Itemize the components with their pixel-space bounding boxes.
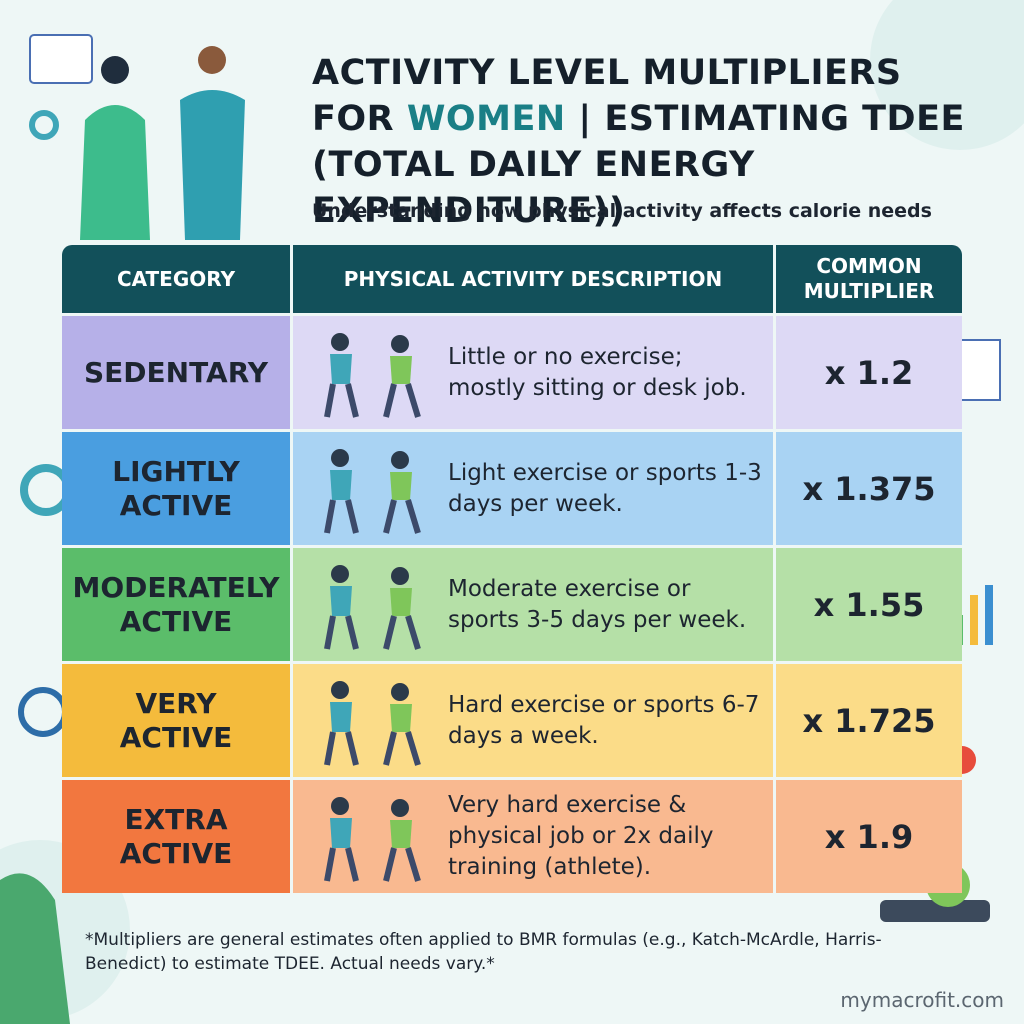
table-row: MODERATELY ACTIVE Moderate exercise or sp… [62,548,962,661]
description-cell: Little or no exercise; mostly sitting or… [293,316,773,429]
table-row: VERY ACTIVE Hard exercise or sports 6-7 d… [62,664,962,777]
category-cell: VERY ACTIVE [62,664,290,777]
column-header: COMMON MULTIPLIER [776,245,962,313]
title-line: FOR WOMEN | ESTIMATING TDEE [312,96,1012,142]
column-header: CATEGORY [62,245,290,313]
table-row: LIGHTLY ACTIVE Light exercise or sports 1… [62,432,962,545]
activity-illustration [324,449,421,534]
multiplier-cell: x 1.9 [776,780,962,893]
activity-illustration [324,565,421,650]
title-line: ACTIVITY LEVEL MULTIPLIERS [312,53,902,93]
category-cell: EXTRA ACTIVE [62,780,290,893]
website: mymacrofit.com [840,988,1004,1012]
title-highlight: WOMEN [406,99,566,139]
multiplier-cell: x 1.725 [776,664,962,777]
activity-illustration [324,681,421,766]
table-row: SEDENTARY Little or no exercise; mostly s… [62,316,962,429]
category-cell: MODERATELY ACTIVE [62,548,290,661]
footnote: *Multipliers are general estimates often… [85,930,882,974]
table: CATEGORY PHYSICAL ACTIVITY DESCRIPTION COM… [62,245,962,903]
description-cell: Light exercise or sports 1-3 days per we… [293,432,773,545]
description-cell: Hard exercise or sports 6-7 days a week. [293,664,773,777]
title-text: FOR [312,99,395,139]
multiplier-cell: x 1.375 [776,432,962,545]
description-cell: Very hard exercise & physical job or 2x … [293,780,773,893]
title-text: | ESTIMATING TDEE [578,99,965,139]
multiplier-cell: x 1.55 [776,548,962,661]
category-cell: LIGHTLY ACTIVE [62,432,290,545]
title-line: (TOTAL DAILY ENERGY EXPENDITURE)) [312,145,755,231]
subtitle: Understanding how physical activity affe… [312,200,932,222]
description-cell: Moderate exercise or sports 3-5 days per… [293,548,773,661]
multiplier-cell: x 1.2 [776,316,962,429]
column-header: PHYSICAL ACTIVITY DESCRIPTION [293,245,773,313]
table-row: EXTRA ACTIVE Very hard exercise & physica… [62,780,962,893]
activity-illustration [324,797,421,882]
title: ACTIVITY LEVEL MULTIPLIERS FOR WOMEN | E… [312,50,1012,234]
category-cell: SEDENTARY [62,316,290,429]
activity-illustration [324,333,421,418]
